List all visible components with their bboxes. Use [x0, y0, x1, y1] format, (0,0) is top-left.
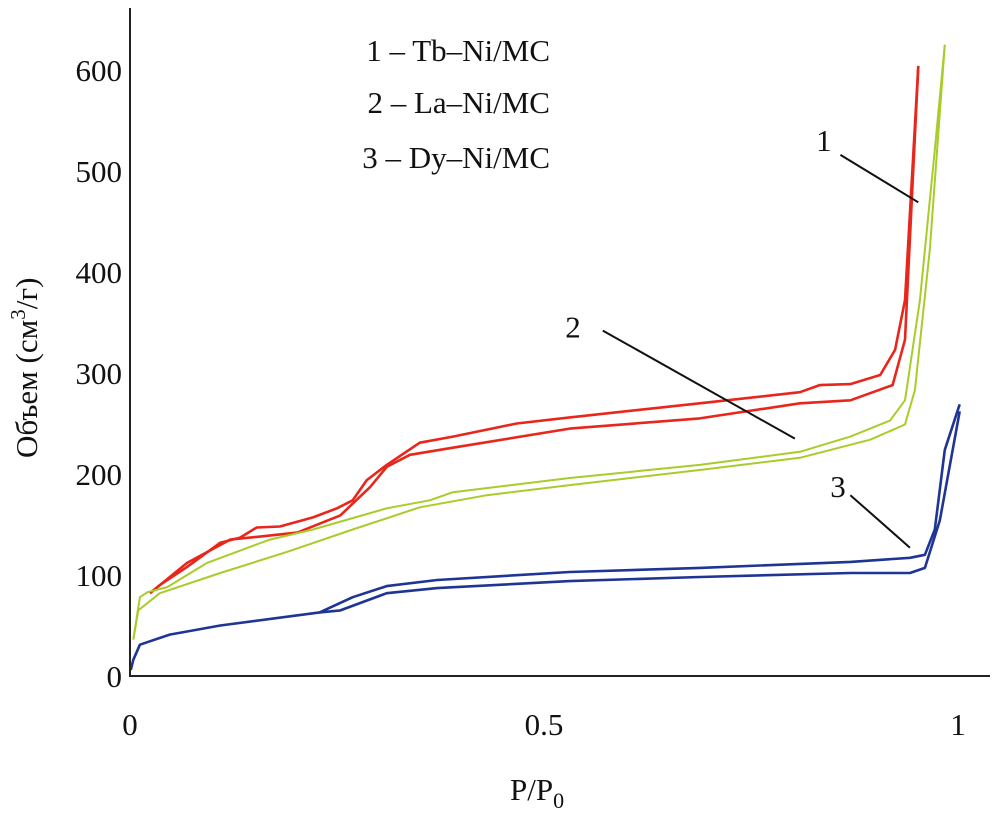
x-tick-label: 0.5: [525, 707, 564, 742]
y-tick-label: 500: [76, 154, 123, 189]
x-tick-label: 0: [122, 707, 138, 742]
curve-label-3: 3: [830, 469, 846, 504]
curve-label-leader-1: [839, 153, 919, 204]
y-tick-label: 200: [76, 457, 123, 492]
curve-label-leader-2: [602, 329, 796, 440]
x-axis-label: P/P0: [510, 772, 564, 813]
series-2-adsorption-line: [132, 44, 946, 640]
y-tick-label: 400: [76, 255, 123, 290]
series-1-desorption-line: [149, 65, 920, 595]
legend-entry-1: 1 – Tb–Ni/MC: [366, 33, 550, 68]
y-tick-label: 0: [107, 659, 123, 694]
legend-entry-3: 3 – Dy–Ni/MC: [362, 140, 550, 175]
x-tick-label: 1: [950, 707, 966, 742]
y-tick-label: 300: [76, 356, 123, 391]
legend: 1 – Tb–Ni/MC 2 – La–Ni/MC 3 – Dy–Ni/MC: [362, 33, 550, 175]
y-tick-label: 600: [76, 53, 123, 88]
curve-label-2: 2: [565, 310, 581, 345]
series-2-desorption-line: [132, 44, 946, 640]
series-3-adsorption-line: [129, 411, 961, 671]
y-axis-label: Объем (см3/г): [6, 278, 44, 458]
series-1-adsorption-line: [149, 65, 920, 595]
curve-label-1: 1: [816, 123, 832, 158]
y-tick-label: 100: [76, 558, 123, 593]
curve-label-leader-3: [849, 494, 911, 549]
series-3-desorption-line: [319, 403, 961, 614]
legend-entry-2: 2 – La–Ni/MC: [367, 85, 550, 120]
